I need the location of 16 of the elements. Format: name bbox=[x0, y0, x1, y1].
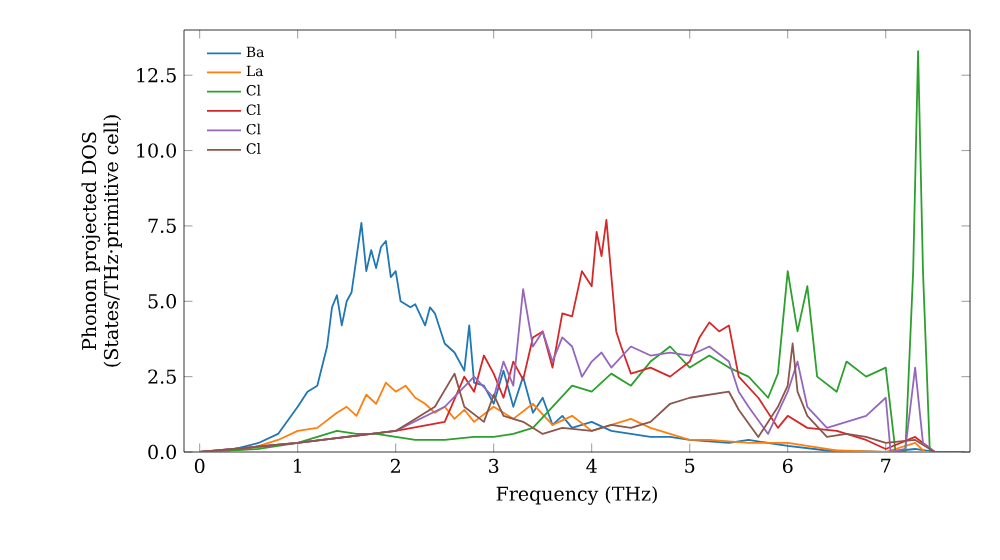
y-tick-label: 0.0 bbox=[148, 444, 176, 460]
x-tick-label: 4 bbox=[586, 458, 597, 473]
y-tick-label: 2.5 bbox=[148, 369, 176, 384]
y-tick-label: 7.5 bbox=[148, 218, 176, 233]
y-axis-title: Phonon projected DOS (States/THz·primitive cell) bbox=[81, 115, 122, 367]
x-tick-label: 2 bbox=[390, 458, 400, 473]
x-tick-label: 6 bbox=[782, 458, 793, 474]
x-tick-label: 7 bbox=[881, 458, 891, 473]
y-tick-label: 10.0 bbox=[137, 143, 176, 158]
x-axis-title: Frequency (THz) bbox=[496, 486, 657, 505]
x-tick-label: 5 bbox=[685, 458, 695, 473]
x-tick-label: 3 bbox=[489, 458, 499, 474]
x-tick-label: 0 bbox=[194, 458, 205, 474]
y-tick-label: 12.5 bbox=[137, 68, 176, 83]
y-tick-label: 5.0 bbox=[148, 294, 176, 309]
x-tick-label: 1 bbox=[293, 458, 302, 473]
